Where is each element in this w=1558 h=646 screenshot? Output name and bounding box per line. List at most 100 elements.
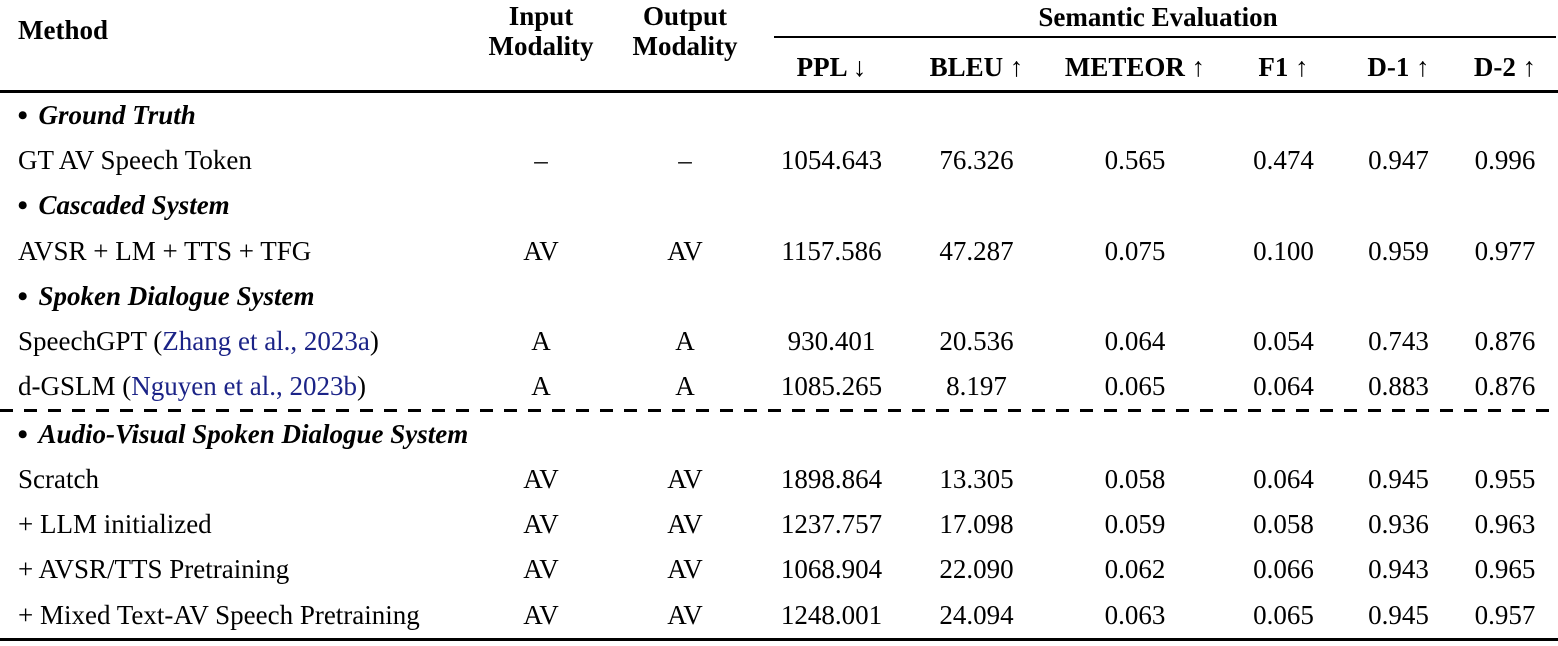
input-modality-cell: A bbox=[531, 326, 551, 357]
table-header: Method Input Modality Output Modality Se… bbox=[0, 0, 1558, 93]
metric-value-cell: 0.565 bbox=[1104, 145, 1166, 176]
metric-value-cell: 1237.757 bbox=[780, 509, 883, 540]
metric-value-cell: 0.963 bbox=[1474, 509, 1536, 540]
metric-value-cell: 1085.265 bbox=[780, 371, 883, 402]
metric-value-cell: 0.058 bbox=[1104, 464, 1166, 495]
section-title: • Spoken Dialogue System bbox=[0, 279, 1558, 313]
output-modality-cell: A bbox=[675, 371, 695, 402]
method-label: + Mixed Text-AV Speech Pretraining bbox=[18, 599, 420, 630]
section-header-row: • Audio-Visual Spoken Dialogue System bbox=[0, 412, 1558, 457]
col-header-output-modality: Output Modality bbox=[612, 1, 758, 61]
metric-value-cell: 1054.643 bbox=[780, 145, 883, 176]
output-modality-cell: AV bbox=[667, 509, 703, 540]
col-header-output-line1: Output bbox=[642, 1, 728, 31]
metric-value-cell: 0.065 bbox=[1104, 371, 1166, 402]
method-label: SpeechGPT ( bbox=[18, 326, 163, 357]
input-modality-cell: A bbox=[531, 371, 551, 402]
table-body: • Ground Truth GT AV Speech Token – – 1054.64… bbox=[0, 93, 1558, 641]
metric-value-cell: 930.401 bbox=[787, 326, 876, 357]
metric-value-cell: 0.743 bbox=[1368, 326, 1429, 357]
output-modality-cell: AV bbox=[667, 554, 703, 585]
metric-value-cell: 0.064 bbox=[1253, 371, 1314, 402]
citation-link[interactable]: Nguyen et al., 2023b bbox=[131, 371, 357, 402]
section-title-label: Ground Truth bbox=[38, 100, 196, 131]
metric-value-cell: 24.094 bbox=[939, 599, 1014, 630]
col-header-meteor: METEOR ↑ bbox=[1064, 52, 1206, 82]
method-label-suffix: ) bbox=[356, 371, 366, 402]
table-row: + Mixed Text-AV Speech Pretraining AV AV 12… bbox=[0, 593, 1558, 638]
input-modality-cell: AV bbox=[523, 235, 559, 266]
method-label: AVSR + LM + TTS + TFG bbox=[18, 235, 312, 266]
section-header-row: • Cascaded System bbox=[0, 183, 1558, 228]
metric-value-cell: 0.058 bbox=[1253, 509, 1314, 540]
method-label: GT AV Speech Token bbox=[18, 145, 252, 176]
col-header-input-line1: Input bbox=[508, 1, 574, 31]
metric-value-cell: 0.943 bbox=[1368, 554, 1429, 585]
method-label: + LLM initialized bbox=[18, 509, 212, 540]
metric-value-cell: 0.996 bbox=[1474, 145, 1536, 176]
metric-value-cell: 1248.001 bbox=[780, 599, 883, 630]
method-cell: + Mixed Text-AV Speech Pretraining bbox=[0, 600, 470, 631]
section-title-label: Audio-Visual Spoken Dialogue System bbox=[38, 418, 469, 449]
metric-value-cell: 47.287 bbox=[939, 235, 1014, 266]
table-row: GT AV Speech Token – – 1054.643 76.326 0.565 0… bbox=[0, 138, 1558, 183]
output-modality-cell: AV bbox=[667, 464, 703, 495]
output-modality-cell: A bbox=[675, 326, 695, 357]
metric-value-cell: 0.945 bbox=[1368, 599, 1429, 630]
col-header-d1: D-1 ↑ bbox=[1367, 52, 1430, 82]
citation-link[interactable]: Zhang et al., 2023a bbox=[162, 326, 370, 357]
metric-value-cell: 1898.864 bbox=[780, 464, 883, 495]
metric-value-cell: 0.936 bbox=[1368, 509, 1429, 540]
group-header-rule bbox=[774, 36, 1556, 38]
section-header-row: • Spoken Dialogue System bbox=[0, 274, 1558, 319]
metric-value-cell: 0.064 bbox=[1104, 326, 1166, 357]
bullet-icon: • bbox=[17, 279, 28, 313]
metric-value-cell: 0.054 bbox=[1253, 326, 1314, 357]
section-title: • Ground Truth bbox=[0, 98, 1558, 132]
metric-value-cell: 76.326 bbox=[939, 145, 1014, 176]
metric-value-cell: 0.062 bbox=[1104, 554, 1166, 585]
metric-value-cell: 0.059 bbox=[1104, 509, 1166, 540]
bullet-icon: • bbox=[17, 188, 28, 222]
output-modality-cell: AV bbox=[667, 599, 703, 630]
metric-value-cell: 0.066 bbox=[1253, 554, 1314, 585]
dashed-divider bbox=[0, 409, 1558, 412]
metric-value-cell: 0.883 bbox=[1368, 371, 1429, 402]
input-modality-cell: AV bbox=[523, 464, 559, 495]
table-row: d-GSLM (Nguyen et al., 2023b) A A 1085.265 8… bbox=[0, 364, 1558, 409]
metric-value-cell: 0.977 bbox=[1474, 235, 1536, 266]
col-header-d2: D-2 ↑ bbox=[1473, 52, 1537, 82]
method-label: d-GSLM ( bbox=[18, 371, 132, 402]
method-cell: + LLM initialized bbox=[0, 509, 470, 540]
section-title-label: Spoken Dialogue System bbox=[38, 280, 315, 311]
metric-value-cell: 0.063 bbox=[1104, 599, 1166, 630]
col-header-bleu: BLEU ↑ bbox=[929, 52, 1024, 82]
input-modality-cell: AV bbox=[523, 554, 559, 585]
method-label: + AVSR/TTS Pretraining bbox=[18, 554, 290, 585]
metric-value-cell: 0.945 bbox=[1368, 464, 1429, 495]
bullet-icon: • bbox=[17, 417, 28, 451]
output-modality-cell: AV bbox=[667, 235, 703, 266]
bullet-icon: • bbox=[17, 98, 28, 132]
section-title: • Audio-Visual Spoken Dialogue System bbox=[0, 417, 1558, 451]
method-cell: SpeechGPT (Zhang et al., 2023a) bbox=[0, 326, 470, 357]
metric-value-cell: 0.075 bbox=[1104, 235, 1166, 266]
metric-value-cell: 0.100 bbox=[1253, 235, 1314, 266]
metric-value-cell: 0.959 bbox=[1368, 235, 1429, 266]
metric-value-cell: 0.965 bbox=[1474, 554, 1536, 585]
table-row: + AVSR/TTS Pretraining AV AV 1068.904 22.090… bbox=[0, 547, 1558, 592]
output-modality-cell: – bbox=[678, 145, 692, 176]
metric-value-cell: 0.876 bbox=[1474, 326, 1536, 357]
group-header-semantic-evaluation: Semantic Evaluation bbox=[1038, 2, 1278, 32]
method-cell: d-GSLM (Nguyen et al., 2023b) bbox=[0, 371, 470, 402]
section-header-row: • Ground Truth bbox=[0, 93, 1558, 138]
metric-value-cell: 8.197 bbox=[946, 371, 1007, 402]
metric-header-row: PPL ↓ BLEU ↑ METEOR ↑ F1 ↑ D-1 ↑ D-2 ↑ bbox=[0, 47, 1558, 87]
metric-value-cell: 0.065 bbox=[1253, 599, 1314, 630]
method-label: Scratch bbox=[18, 464, 99, 495]
metric-value-cell: 17.098 bbox=[939, 509, 1014, 540]
metric-value-cell: 1068.904 bbox=[780, 554, 883, 585]
input-modality-cell: AV bbox=[523, 509, 559, 540]
metric-value-cell: 20.536 bbox=[939, 326, 1014, 357]
method-cell: + AVSR/TTS Pretraining bbox=[0, 554, 470, 585]
